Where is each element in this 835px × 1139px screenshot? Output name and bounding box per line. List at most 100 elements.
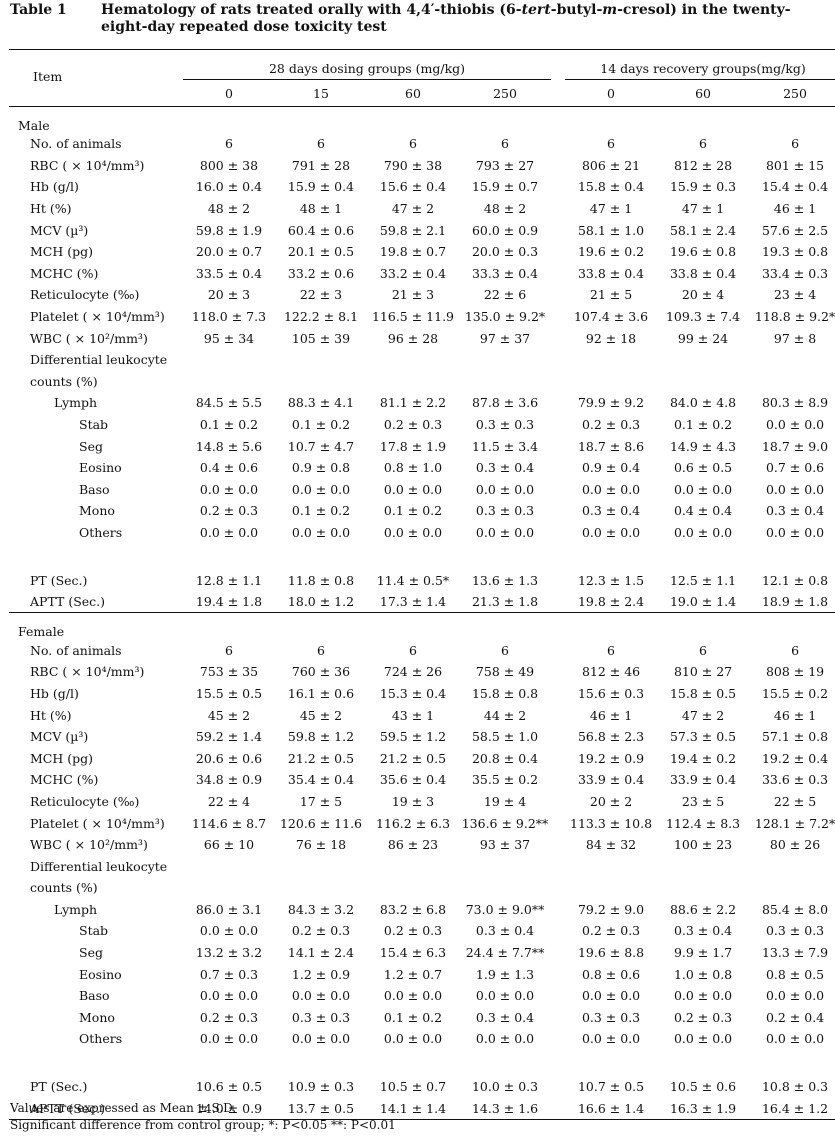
value-cell: 10.5 ± 0.6 [669, 1079, 737, 1095]
value-cell: 33.8 ± 0.4 [669, 265, 737, 281]
row-label: Hb (g/l) [30, 179, 79, 195]
value-cell: 0.0 ± 0.0 [673, 1031, 733, 1047]
value-cell: 0.1 ± 0.2 [383, 1009, 443, 1025]
value-cell: 0.0 ± 0.0 [291, 481, 351, 497]
value-cell: 1.2 ± 0.7 [383, 966, 443, 982]
value-cell [183, 1050, 275, 1076]
row-label: Baso [79, 481, 110, 497]
value-cell: 10.6 ± 0.5 [195, 1079, 263, 1095]
value-cell: 0.8 ± 0.5 [765, 966, 825, 982]
value-cell: 48 ± 2 [207, 201, 251, 217]
value-cell [565, 877, 657, 899]
value-cell: 0.0 ± 0.0 [383, 524, 443, 540]
value-cell: 6 [317, 642, 325, 658]
value-cell: 0.3 ± 0.3 [765, 923, 825, 939]
table-notes: Values are expressed as Mean ± S.D. Sign… [10, 1100, 396, 1134]
value-cell: 122.2 ± 8.1 [283, 309, 359, 325]
row-label: Seg [79, 438, 103, 454]
value-cell [565, 543, 657, 569]
row-label: MCHC (%) [30, 772, 99, 788]
value-cell: 13.7 ± 0.5 [275, 1097, 367, 1120]
value-cell: 15.6 ± 0.3 [577, 685, 645, 701]
value-cell: 20.0 ± 0.7 [195, 244, 263, 260]
value-cell: 15.5 ± 0.5 [195, 685, 263, 701]
value-cell: 0.0 ± 0.0 [581, 524, 641, 540]
value-cell: 21.2 ± 0.5 [287, 750, 355, 766]
table-row: Ht (%) 48 ± 2 48 ± 1 47 ± 2 48 ± 2 47 ± 1 47 ±… [9, 198, 835, 220]
row-label: Differential leukocyte [30, 352, 168, 368]
row-label: Seg [79, 945, 103, 961]
value-cell [657, 349, 749, 371]
table-row: Reticulocyte (‰) 22 ± 4 17 ± 5 19 ± 3 19 ± 4… [9, 791, 835, 813]
value-cell: 34.8 ± 0.9 [195, 772, 263, 788]
value-cell: 84.3 ± 3.2 [287, 901, 355, 917]
value-cell: 88.6 ± 2.2 [669, 901, 737, 917]
table-caption: Table 1 Hematology of rats treated orall… [10, 2, 825, 36]
value-cell: 15.5 ± 0.2 [761, 685, 829, 701]
value-cell: 19 ± 3 [391, 793, 435, 809]
value-cell: 66 ± 10 [203, 837, 255, 853]
value-cell: 0.1 ± 0.2 [383, 503, 443, 519]
value-cell: 16.3 ± 1.9 [657, 1097, 750, 1120]
row-label: MCV (µ³) [30, 729, 89, 745]
row-label: Eosino [79, 460, 122, 476]
value-cell: 806 ± 21 [581, 157, 641, 173]
value-cell: 15.4 ± 0.4 [761, 179, 829, 195]
value-cell: 43 ± 1 [391, 707, 435, 723]
value-cell: 1.9 ± 1.3 [475, 966, 535, 982]
value-cell: 93 ± 37 [479, 837, 531, 853]
value-cell: 15.6 ± 0.4 [379, 179, 447, 195]
value-cell: 14.3 ± 1.6 [459, 1097, 552, 1120]
value-cell: 0.0 ± 0.0 [475, 481, 535, 497]
value-cell: 9.9 ± 1.7 [673, 945, 733, 961]
dose-header: 250 [459, 79, 552, 107]
value-cell: 13.2 ± 3.2 [195, 945, 263, 961]
value-cell: 80 ± 26 [769, 837, 821, 853]
table-row: MCHC (%) 34.8 ± 0.9 35.4 ± 0.4 35.6 ± 0.4 35… [9, 769, 835, 791]
table-row: counts (%) [9, 877, 835, 899]
value-cell: 84.0 ± 4.8 [669, 395, 737, 411]
row-label: PT (Sec.) [30, 1079, 88, 1095]
value-cell: 0.0 ± 0.0 [765, 988, 825, 1004]
table-row: Differential leukocyte [9, 855, 835, 877]
value-cell [367, 855, 459, 877]
row-label: MCH (pg) [30, 244, 93, 260]
value-cell: 46 ± 1 [773, 707, 817, 723]
row-label: APTT (Sec.) [9, 1097, 183, 1120]
table-row: Baso 0.0 ± 0.0 0.0 ± 0.0 0.0 ± 0.0 0.0 ± 0.0… [9, 479, 835, 501]
value-cell: 15.8 ± 0.4 [577, 179, 645, 195]
value-cell: 14.9 ± 4.3 [669, 438, 737, 454]
value-cell: 0.0 ± 0.0 [581, 1031, 641, 1047]
value-cell: 22 ± 3 [299, 287, 343, 303]
table-row: Mono 0.2 ± 0.3 0.1 ± 0.2 0.1 ± 0.2 0.3 ± 0.3… [9, 500, 835, 522]
value-cell: 33.2 ± 0.4 [379, 265, 447, 281]
value-cell: 33.9 ± 0.4 [577, 772, 645, 788]
value-cell: 45 ± 2 [207, 707, 251, 723]
table-row: Stab 0.1 ± 0.2 0.1 ± 0.2 0.2 ± 0.3 0.3 ± 0.3… [9, 414, 835, 436]
value-cell: 0.1 ± 0.2 [291, 503, 351, 519]
value-cell: 33.6 ± 0.3 [761, 772, 829, 788]
table-row: PT (Sec.) 12.8 ± 1.1 11.8 ± 0.8 11.4 ± 0.5*… [9, 569, 835, 591]
value-cell: 0.1 ± 0.2 [673, 417, 733, 433]
value-cell: 10.9 ± 0.3 [287, 1079, 355, 1095]
value-cell: 15.8 ± 0.8 [471, 685, 539, 701]
value-cell: 19.6 ± 0.2 [577, 244, 645, 260]
value-cell: 56.8 ± 2.3 [577, 729, 645, 745]
value-cell: 11.8 ± 0.8 [287, 572, 355, 588]
value-cell: 0.2 ± 0.3 [383, 417, 443, 433]
value-cell: 17.8 ± 1.9 [379, 438, 447, 454]
value-cell: 6 [501, 136, 509, 152]
value-cell [275, 855, 367, 877]
value-cell [367, 543, 459, 569]
value-cell [459, 855, 551, 877]
value-cell [749, 877, 835, 899]
value-cell: 15.3 ± 0.4 [379, 685, 447, 701]
value-cell [459, 349, 551, 371]
value-cell: 114.6 ± 8.7 [191, 815, 267, 831]
value-cell: 12.3 ± 1.5 [577, 572, 645, 588]
value-cell [749, 371, 835, 393]
value-cell: 113.3 ± 10.8 [570, 815, 653, 831]
value-cell [657, 371, 749, 393]
value-cell: 15.8 ± 0.5 [669, 685, 737, 701]
value-cell: 19.4 ± 0.2 [669, 750, 737, 766]
